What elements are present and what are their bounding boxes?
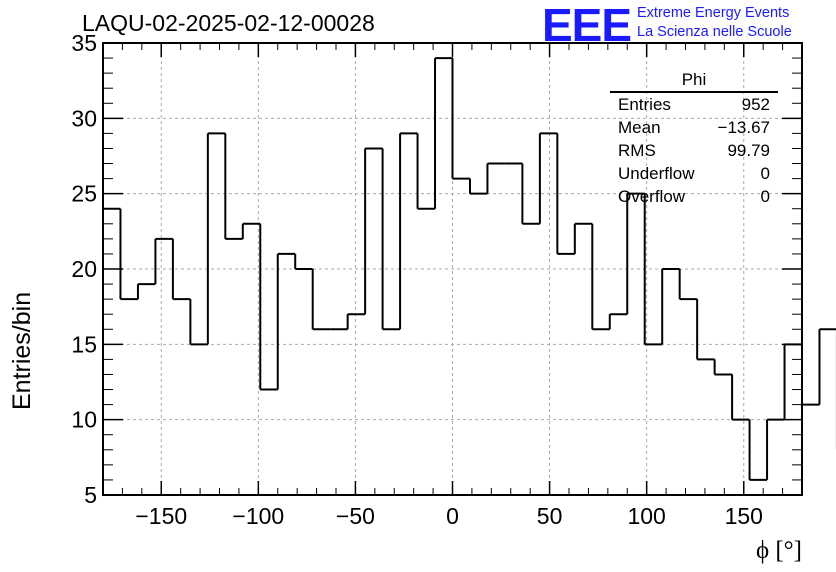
stats-label: Entries — [618, 95, 671, 114]
logo-line-1: Extreme Energy Events — [637, 5, 790, 21]
logo-caption: Extreme Energy Events La Scienza nelle S… — [637, 4, 792, 42]
x-tick-label: −100 — [232, 503, 284, 529]
stats-value: 0 — [760, 164, 770, 183]
stats-value: 99.79 — [727, 141, 770, 160]
stats-box: Phi Entries 952 Mean −13.67 RMS 99.79 Un… — [610, 70, 778, 208]
histogram-series — [103, 57, 836, 481]
stats-row-entries: Entries 952 — [610, 93, 778, 116]
y-tick-label: 20 — [71, 256, 97, 282]
stats-row-mean: Mean −13.67 — [610, 116, 778, 139]
eee-logo: EEE — [542, 0, 632, 51]
stats-value: 0 — [760, 187, 770, 206]
y-tick-label: 25 — [71, 181, 97, 207]
y-tick-label: 30 — [71, 105, 97, 131]
x-tick-label: −50 — [336, 503, 375, 529]
logo-line-2: La Scienza nelle Scuole — [637, 24, 792, 40]
stats-label: Overflow — [618, 187, 686, 206]
stats-value: 952 — [741, 95, 770, 114]
y-tick-label: 15 — [71, 331, 97, 357]
axis-ticks — [102, 42, 803, 496]
plot-frame — [102, 42, 803, 496]
x-tick-label: 0 — [446, 503, 459, 529]
y-tick-label: 10 — [71, 407, 97, 433]
stats-row-rms: RMS 99.79 — [610, 139, 778, 162]
stats-label: Underflow — [618, 164, 695, 183]
chart-title: LAQU-02-2025-02-12-00028 — [82, 10, 375, 36]
x-tick-label: 150 — [725, 503, 763, 529]
stats-title: Phi — [610, 70, 778, 93]
x-tick-label: −150 — [135, 503, 187, 529]
y-tick-label: 35 — [71, 30, 97, 56]
stats-row-overflow: Overflow 0 — [610, 185, 778, 208]
y-axis-label: Entries/bin — [8, 291, 36, 410]
stats-row-underflow: Underflow 0 — [610, 162, 778, 185]
stats-label: Mean — [618, 118, 661, 137]
x-tick-label: 100 — [627, 503, 665, 529]
x-axis-label: ϕ [°] — [756, 537, 802, 564]
stats-label: RMS — [618, 141, 656, 160]
tick-labels: −150 −100 −50 0 50 100 150 5 10 15 20 25 30 35 — [71, 30, 763, 529]
stats-value: −13.67 — [717, 118, 770, 137]
y-tick-label: 5 — [84, 482, 97, 508]
x-tick-label: 50 — [537, 503, 563, 529]
